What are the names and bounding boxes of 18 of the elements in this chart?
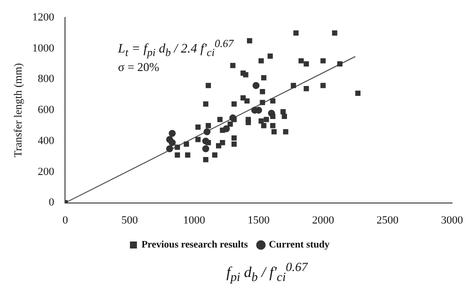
x-tick-label: 0 [62,214,68,226]
x-tick-label: 1000 [183,214,206,226]
x-tick-label: 2000 [312,214,335,226]
x-tick-label: 500 [121,214,138,226]
legend-label: Current study [268,240,330,251]
y-tick-label: 600 [38,104,55,116]
y-tick-label: 400 [38,134,55,147]
x-tick-label: 1500 [248,214,270,226]
x-tick-label: 3000 [441,214,464,226]
y-tick-label: 0 [48,196,55,209]
legend-label: Previous research results [141,240,248,251]
y-axis-title: Transfer length (mm) [12,62,24,158]
y-tick-label: 1200 [32,11,55,24]
x-tick-label: 2500 [376,214,400,226]
annotation: σ = 20% [118,60,160,75]
y-tick-label: 200 [38,166,55,178]
y-tick-label: 800 [38,73,55,86]
y-tick-label: 1000 [32,42,55,54]
